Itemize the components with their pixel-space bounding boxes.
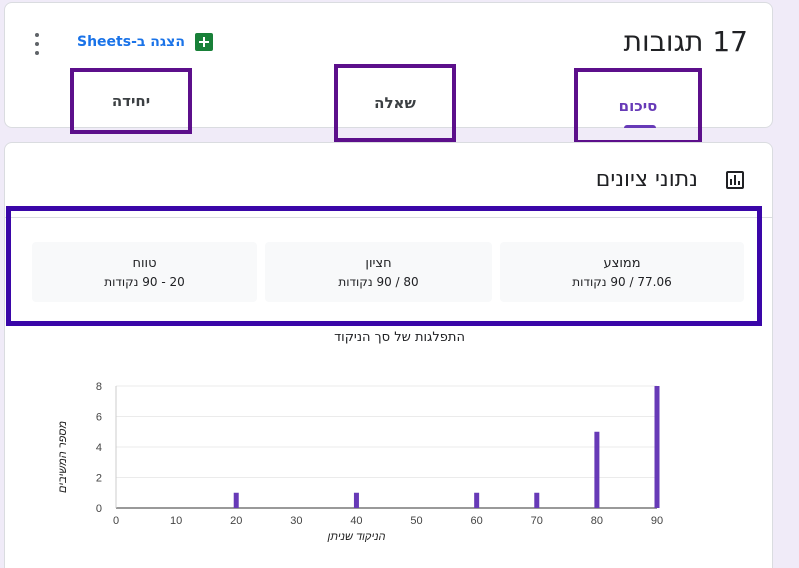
- responses-header-card: 17 תגובות הצגה ב-Sheets: [4, 2, 773, 128]
- average-stat-title: ממוצע: [603, 255, 641, 271]
- grade-insights-card: נתוני ציונים: [4, 142, 773, 568]
- x-tick-label: 70: [531, 515, 543, 527]
- y-tick-label: 6: [96, 412, 102, 424]
- median-stat-title: חציון: [365, 255, 392, 271]
- x-tick-label: 80: [591, 515, 603, 527]
- chart-title: התפלגות של סך הניקוד: [334, 330, 465, 345]
- median-stat-value: 80 / 90 נקודות: [338, 274, 419, 289]
- tab-question[interactable]: שאלה: [334, 64, 456, 142]
- x-tick-label: 10: [170, 515, 182, 527]
- google-sheets-icon: [194, 33, 213, 51]
- range-stat-title: טווח: [132, 255, 157, 271]
- x-tick-label: 90: [651, 515, 663, 527]
- chart-bar: [474, 492, 480, 508]
- view-in-sheets-label: הצגה ב-Sheets: [77, 34, 185, 50]
- x-axis-label: הניקוד שניתן: [326, 531, 385, 543]
- tab-summary-label: סיכום: [618, 97, 658, 115]
- average-stat-value: 77.06 / 90 נקודות: [572, 274, 672, 289]
- chart-bar: [654, 386, 660, 508]
- tab-individual[interactable]: יחידה: [70, 68, 192, 134]
- y-tick-label: 4: [96, 442, 102, 454]
- median-stat: חציון 80 / 90 נקודות: [265, 242, 492, 302]
- y-axis-label: מספר המשיבים: [57, 421, 69, 493]
- y-tick-label: 2: [96, 473, 102, 485]
- chart-bar: [353, 492, 359, 508]
- more-options-icon[interactable]: [31, 33, 43, 55]
- active-tab-indicator: [624, 125, 656, 128]
- average-stat: ממוצע 77.06 / 90 נקודות: [500, 242, 744, 302]
- responses-count-title: 17 תגובות: [623, 25, 748, 58]
- x-tick-label: 40: [350, 515, 362, 527]
- x-tick-label: 50: [410, 515, 422, 527]
- x-tick-label: 30: [290, 515, 302, 527]
- range-stat: טווח 20 - 90 נקודות: [32, 242, 257, 302]
- grade-insights-title: נתוני ציונים: [595, 167, 698, 192]
- view-in-sheets-button[interactable]: הצגה ב-Sheets: [77, 33, 213, 51]
- chart-bar: [594, 431, 600, 508]
- tab-question-label: שאלה: [374, 94, 416, 112]
- x-tick-label: 0: [113, 515, 119, 527]
- section-divider: [5, 217, 772, 218]
- stats-highlight-box: [6, 206, 762, 326]
- chart-bar: [534, 492, 540, 508]
- range-stat-value: 20 - 90 נקודות: [104, 274, 185, 289]
- tab-individual-label: יחידה: [111, 92, 151, 110]
- tab-summary[interactable]: סיכום: [574, 68, 702, 144]
- x-tick-label: 60: [471, 515, 483, 527]
- y-tick-label: 0: [96, 503, 102, 515]
- x-tick-label: 20: [230, 515, 242, 527]
- bar-chart-icon: [726, 171, 744, 189]
- chart-bar: [233, 492, 239, 508]
- y-tick-label: 8: [96, 381, 102, 393]
